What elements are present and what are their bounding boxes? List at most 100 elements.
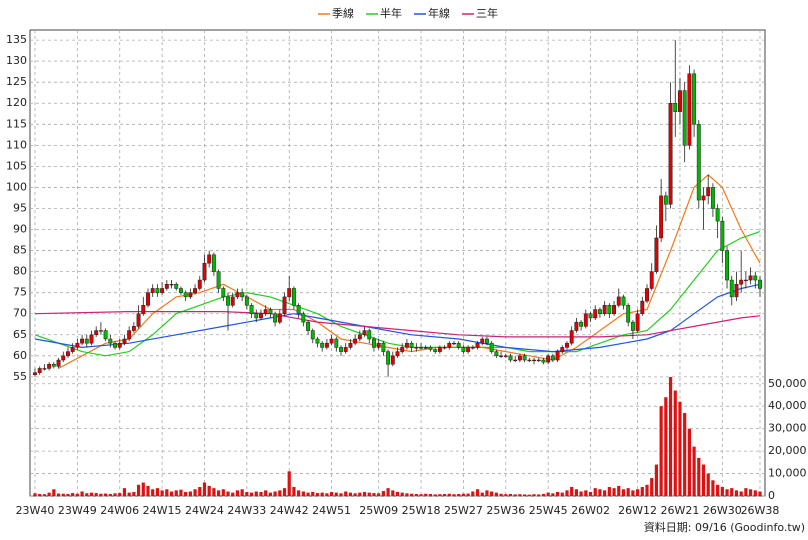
volume-bar [287,471,291,496]
volume-bar [75,493,79,496]
volume-bar [428,493,433,496]
volume-bar [254,491,258,496]
volume-bar [701,464,706,496]
candle-body [602,305,607,314]
volume-bar [560,492,564,496]
y-tick-label: 125 [6,75,27,88]
candle-body [725,250,729,281]
candle-body [381,342,386,352]
x-tick-label: 26W12 [618,504,657,517]
volume-bar [141,482,145,496]
candle-body [329,338,334,344]
volume-bar [33,493,37,496]
volume-bar [193,489,197,496]
volume-bar [664,397,668,496]
volume-bar [381,491,385,496]
candle-body [348,342,353,348]
volume-bar [419,494,423,496]
candle-body [635,313,640,331]
x-tick-label: 24W51 [312,504,351,517]
y-tick-label: 85 [13,244,27,257]
candle-body [626,305,631,323]
y-tick-label: 60 [13,349,27,362]
volume-bar [574,489,578,496]
candle-body [470,347,475,349]
candle-body [268,309,273,314]
volume-bar [668,377,673,496]
candle-body [146,292,150,306]
candle-body [150,288,155,293]
candle-body [263,309,268,314]
volume-bar [546,492,550,496]
volume-bar [598,489,602,496]
y2-tick-label: 40,000 [768,399,807,412]
volume-bar [504,494,508,496]
candle-body [423,347,428,349]
candle-body [117,342,122,348]
volume-bar [231,492,235,496]
candle-body [560,347,565,352]
candle-body [353,338,358,344]
volume-bar [372,493,376,496]
candle-body [127,330,132,340]
volume-bar [386,488,390,496]
volume-bar [221,489,225,496]
candle-body [743,279,748,282]
legend-label: 季線 [332,6,354,20]
y-tick-label: 80 [13,265,27,278]
candle-body [461,347,466,352]
ma-line [34,283,761,353]
volume-bar [122,488,127,496]
volume-bar [433,494,437,496]
candle-body [108,338,113,344]
volume-bar [499,493,503,496]
volume-bar [400,492,404,496]
candle-body [315,338,320,344]
volume-bar [146,485,150,496]
candle-body [343,347,348,352]
volume-bar [405,493,409,496]
candle-body [475,342,480,348]
candle-body [640,300,645,314]
volume-bar [240,489,244,496]
volume-bar [607,487,611,496]
candle-body [235,292,240,298]
volume-bar [711,480,715,496]
volume-bar [518,494,522,496]
candle-body [202,262,207,281]
y-tick-label: 100 [6,180,27,193]
candle-body [550,355,555,361]
volume-bar [61,493,65,496]
candle-body [758,279,762,289]
volume-bar [541,493,546,496]
x-tick-label: 24W42 [270,504,309,517]
candle-body [197,279,202,289]
candle-body [678,90,682,112]
volume-bar [188,491,192,496]
candle-body [174,284,179,289]
volume-bar [160,490,164,496]
candle-body [673,102,678,112]
candle-body [51,363,56,367]
volume-bar [617,485,621,496]
volume-bar [570,487,574,496]
candle-body [541,359,546,363]
volume-bar [249,492,254,496]
volume-bar [174,490,178,496]
candle-body [532,359,536,362]
x-tick-label: 26W38 [741,504,780,517]
y-tick-label: 90 [13,223,27,236]
candle-body [372,338,376,348]
volume-bar [278,490,282,496]
candle-body [710,187,715,209]
volume-bar [339,493,343,496]
volume-bar [485,490,489,496]
volume-bar [362,491,367,496]
volume-bar [226,491,230,496]
volume-bar [391,490,395,496]
candle-body [513,359,518,362]
volume-bar [527,494,531,496]
candle-body [216,271,221,289]
volume-bar [184,491,188,496]
